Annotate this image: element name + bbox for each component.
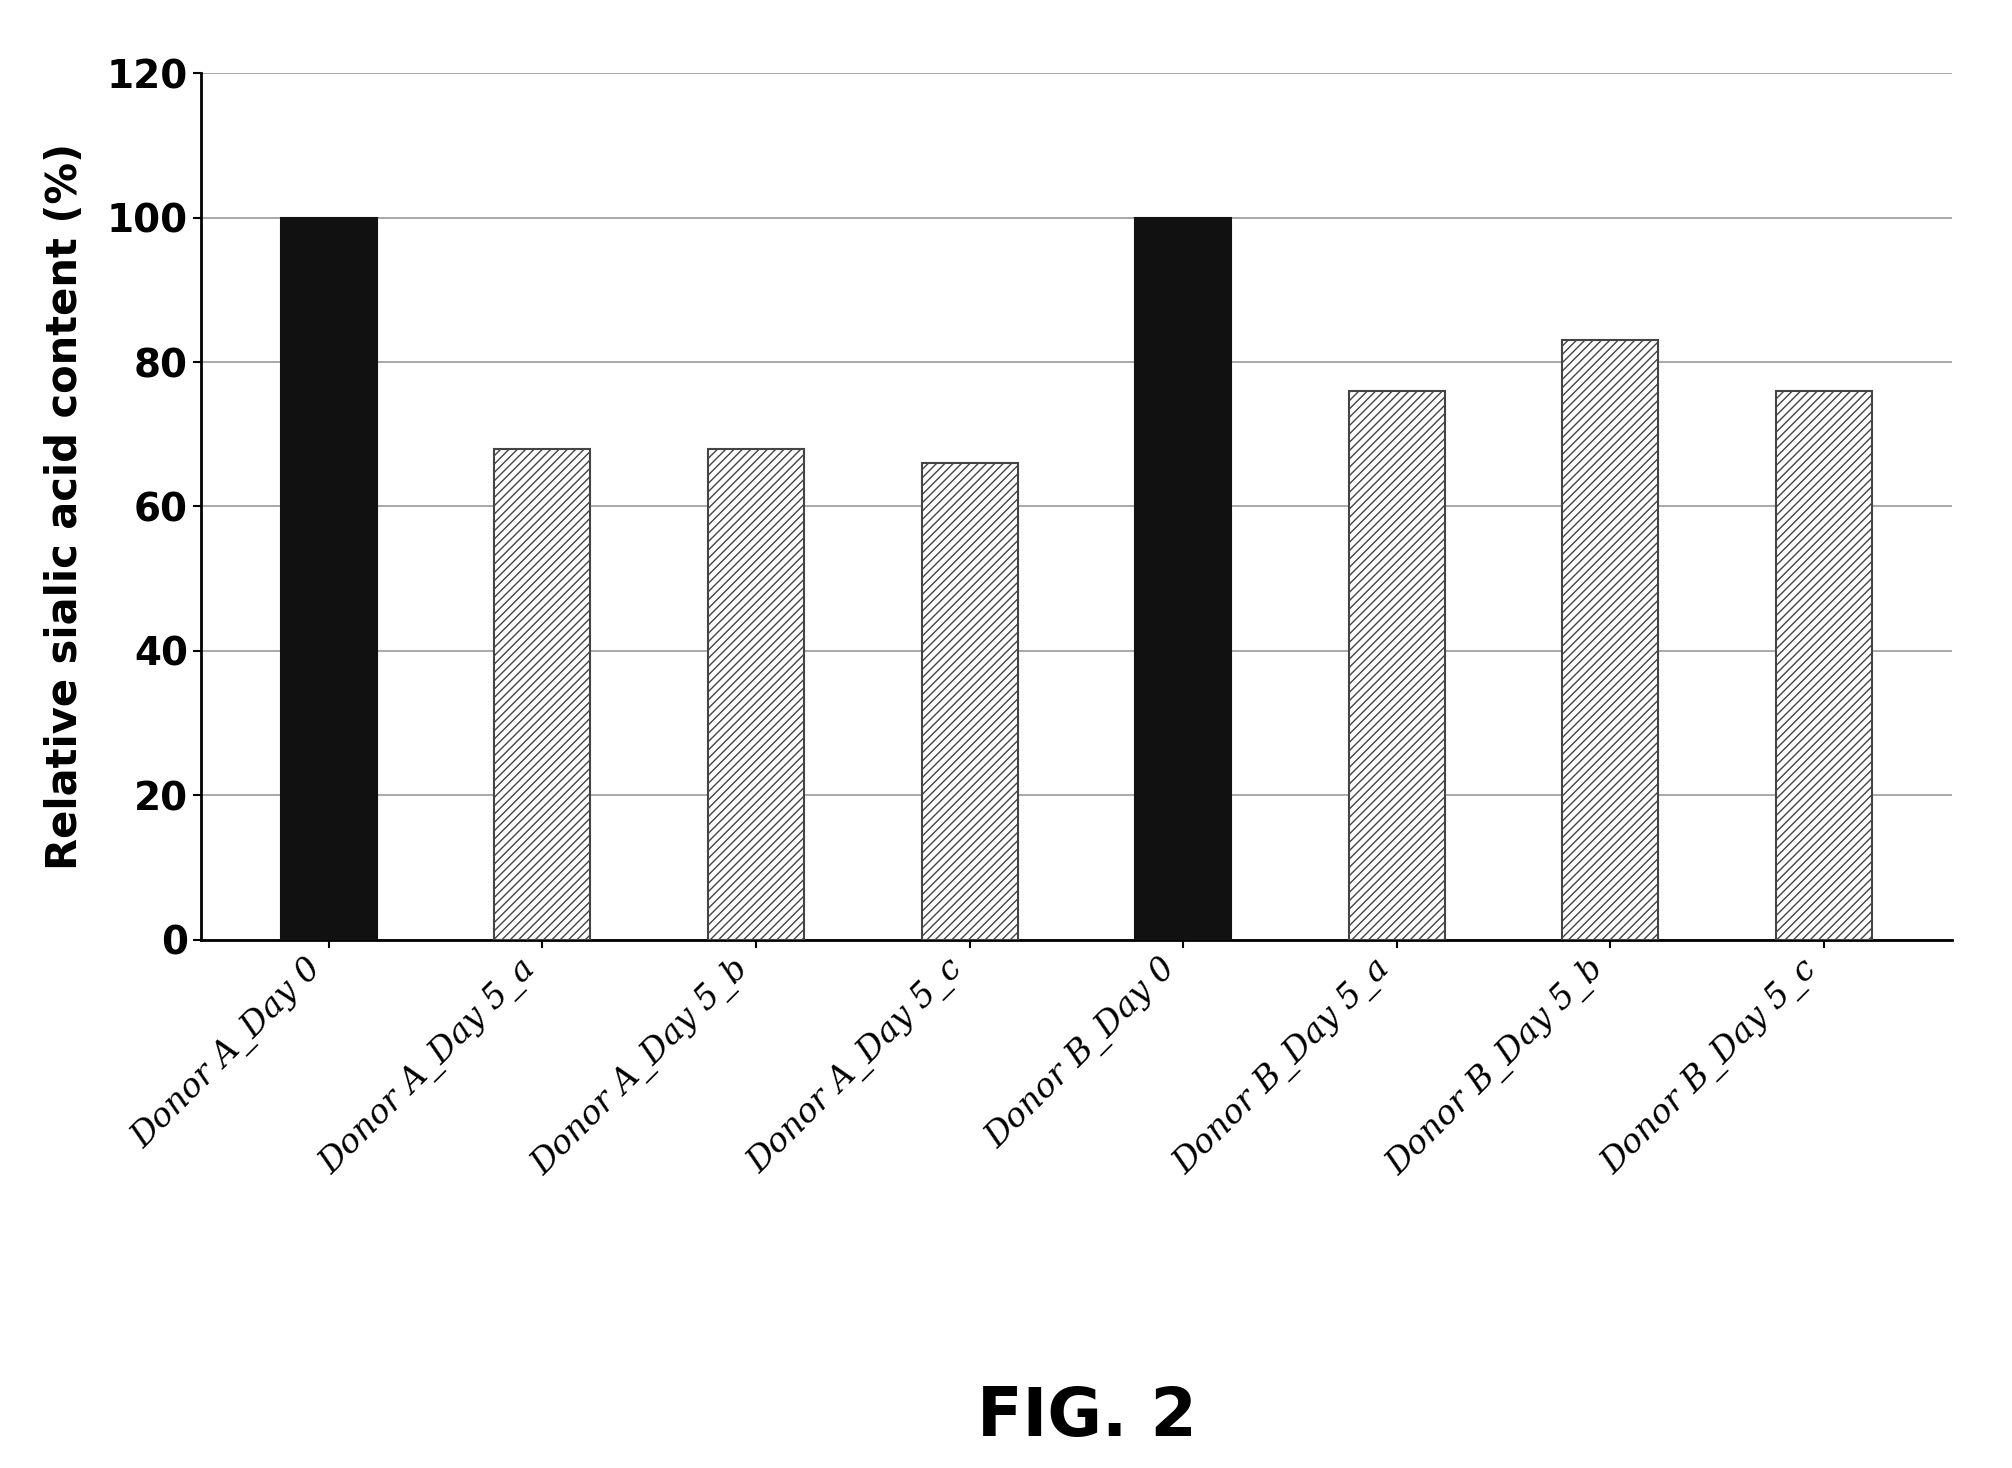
- Bar: [921, 464, 1018, 940]
- Bar: [1348, 390, 1445, 940]
- Bar: [708, 449, 805, 940]
- Bar: [1135, 217, 1231, 940]
- Bar: [282, 217, 376, 940]
- Bar: [1777, 390, 1871, 940]
- Bar: [1563, 341, 1658, 940]
- Text: FIG. 2: FIG. 2: [976, 1384, 1197, 1449]
- Y-axis label: Relative sialic acid content (%): Relative sialic acid content (%): [44, 142, 87, 871]
- Bar: [495, 449, 590, 940]
